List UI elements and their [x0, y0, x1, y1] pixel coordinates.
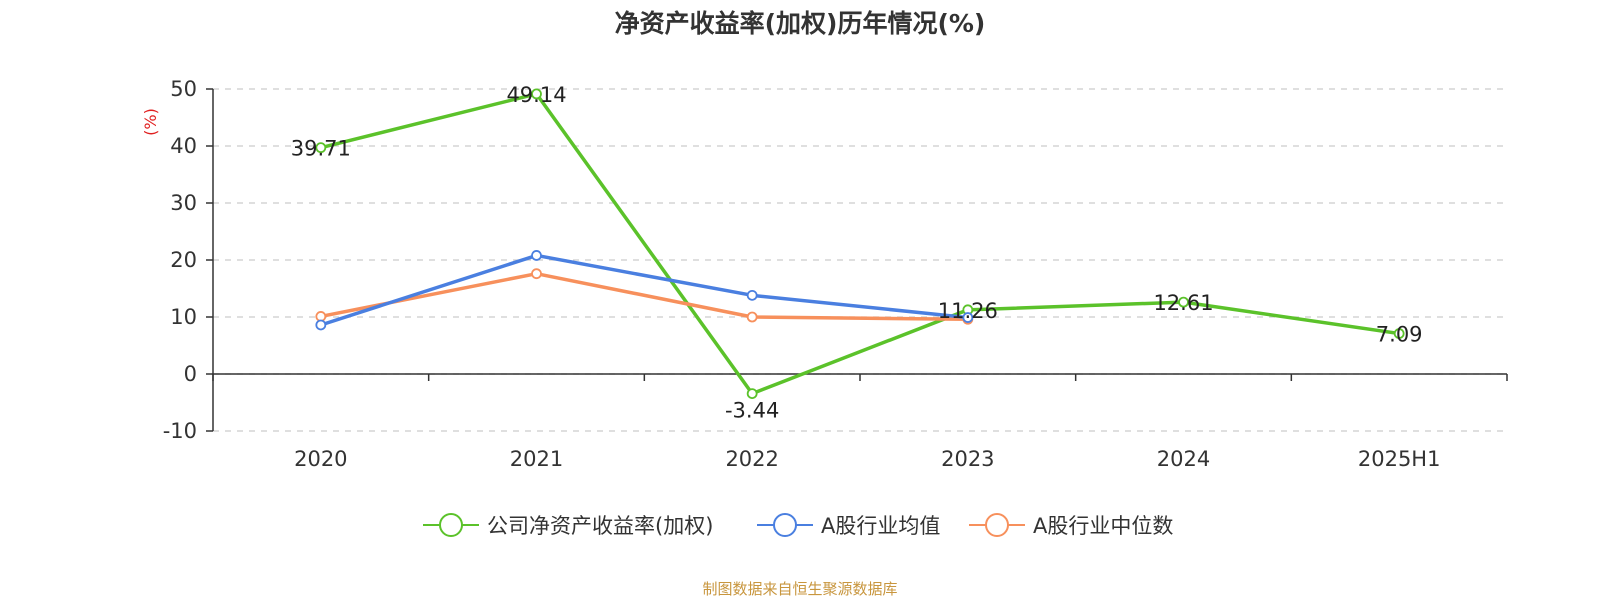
legend-label: 公司净资产收益率(加权) — [487, 514, 713, 538]
data-source-note: 制图数据来自恒生聚源数据库 — [702, 580, 898, 598]
legend-circle-icon — [985, 513, 1009, 537]
x-tick-label: 2024 — [1157, 447, 1210, 471]
legend-label: A股行业均值 — [821, 514, 940, 538]
legend-item: A股行业均值 — [757, 513, 940, 538]
series-line — [320, 92, 1400, 396]
y-tick-label: -10 — [163, 419, 197, 443]
legend-label: A股行业中位数 — [1033, 514, 1173, 538]
data-point — [962, 312, 974, 323]
data-point — [531, 268, 542, 280]
legend-item: 公司净资产收益率(加权) — [423, 513, 713, 538]
y-tick-label: 50 — [170, 77, 197, 101]
series-line — [320, 271, 968, 322]
data-label: 7.09 — [1376, 323, 1423, 347]
series-line — [320, 253, 969, 327]
data-label: 39.71 — [291, 137, 351, 161]
y-axis-label: (%) — [141, 108, 160, 136]
x-tick-label: 2023 — [941, 447, 994, 471]
data-point — [746, 289, 758, 301]
data-label: 49.14 — [506, 83, 566, 107]
chart-title: 净资产收益率(加权)历年情况(%) — [614, 9, 986, 38]
x-tick-label: 2025H1 — [1358, 447, 1441, 471]
data-point — [315, 142, 327, 154]
x-tick-label: 2022 — [725, 447, 778, 471]
y-tick-label: 30 — [170, 191, 197, 215]
data-label: 11.26 — [938, 299, 998, 323]
legend-circle-icon — [439, 513, 463, 537]
data-label: 12.61 — [1153, 291, 1213, 315]
legend-circle-icon — [773, 513, 797, 537]
y-tick-label: 0 — [184, 362, 197, 386]
data-point — [315, 319, 327, 331]
data-point — [315, 311, 327, 322]
data-point — [746, 388, 758, 400]
data-point — [746, 311, 758, 323]
data-point — [531, 88, 542, 100]
data-point — [531, 250, 542, 261]
data-point — [1178, 296, 1189, 308]
data-point — [1393, 328, 1405, 339]
y-tick-label: 40 — [170, 134, 197, 158]
x-tick-label: 2020 — [294, 447, 347, 471]
legend-item: A股行业中位数 — [969, 513, 1173, 538]
y-tick-label: 20 — [170, 248, 197, 272]
x-tick-label: 2021 — [510, 447, 563, 471]
y-tick-label: 10 — [170, 305, 197, 329]
data-label: -3.44 — [725, 399, 779, 423]
